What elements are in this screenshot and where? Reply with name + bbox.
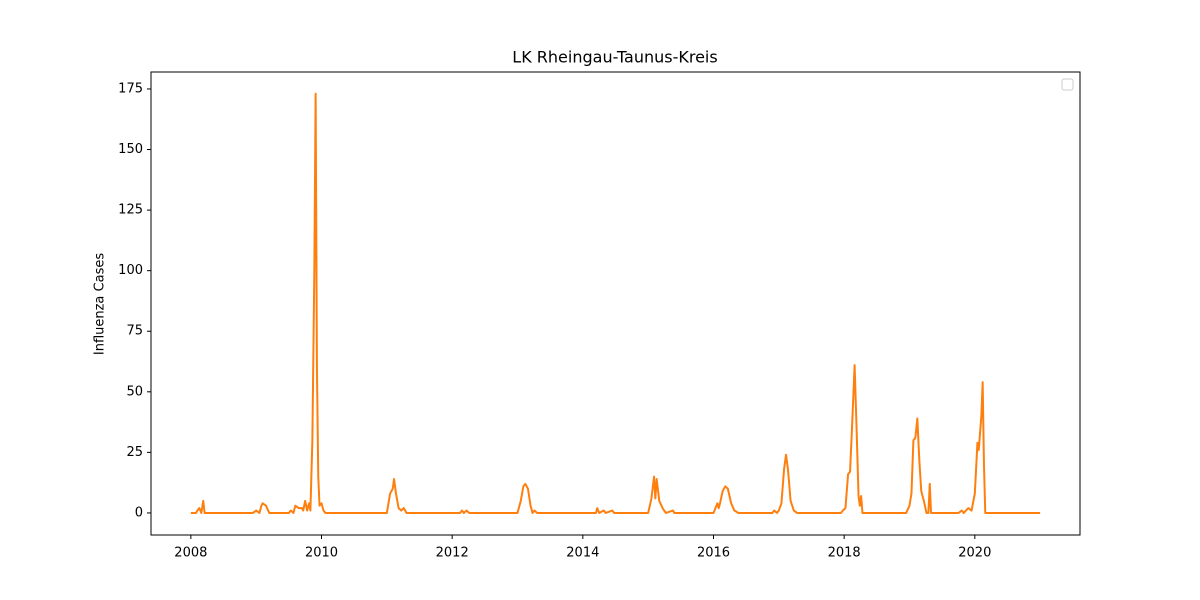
y-tick-label: 175 <box>118 81 143 96</box>
x-tick-label: 2016 <box>697 546 730 561</box>
chart-title: LK Rheingau-Taunus-Kreis <box>512 48 717 67</box>
x-tick-label: 2018 <box>828 546 861 561</box>
plot-frame <box>150 71 1081 536</box>
y-tick-label: 0 <box>135 505 143 520</box>
x-tick-label: 2020 <box>958 546 991 561</box>
y-tick-label: 100 <box>118 263 143 278</box>
x-tick-label: 2008 <box>174 546 207 561</box>
x-tick-label: 2010 <box>305 546 338 561</box>
data-line <box>190 92 1041 514</box>
y-tick-label: 25 <box>126 445 143 460</box>
y-tick-label: 150 <box>118 142 143 157</box>
x-tick-label: 2012 <box>436 546 469 561</box>
y-axis-label: Influenza Cases <box>93 253 108 355</box>
legend-box <box>1061 78 1074 91</box>
x-tick-label: 2014 <box>566 546 599 561</box>
y-tick-label: 50 <box>126 384 143 399</box>
y-tick-label: 75 <box>126 324 143 339</box>
y-tick-label: 125 <box>118 203 143 218</box>
